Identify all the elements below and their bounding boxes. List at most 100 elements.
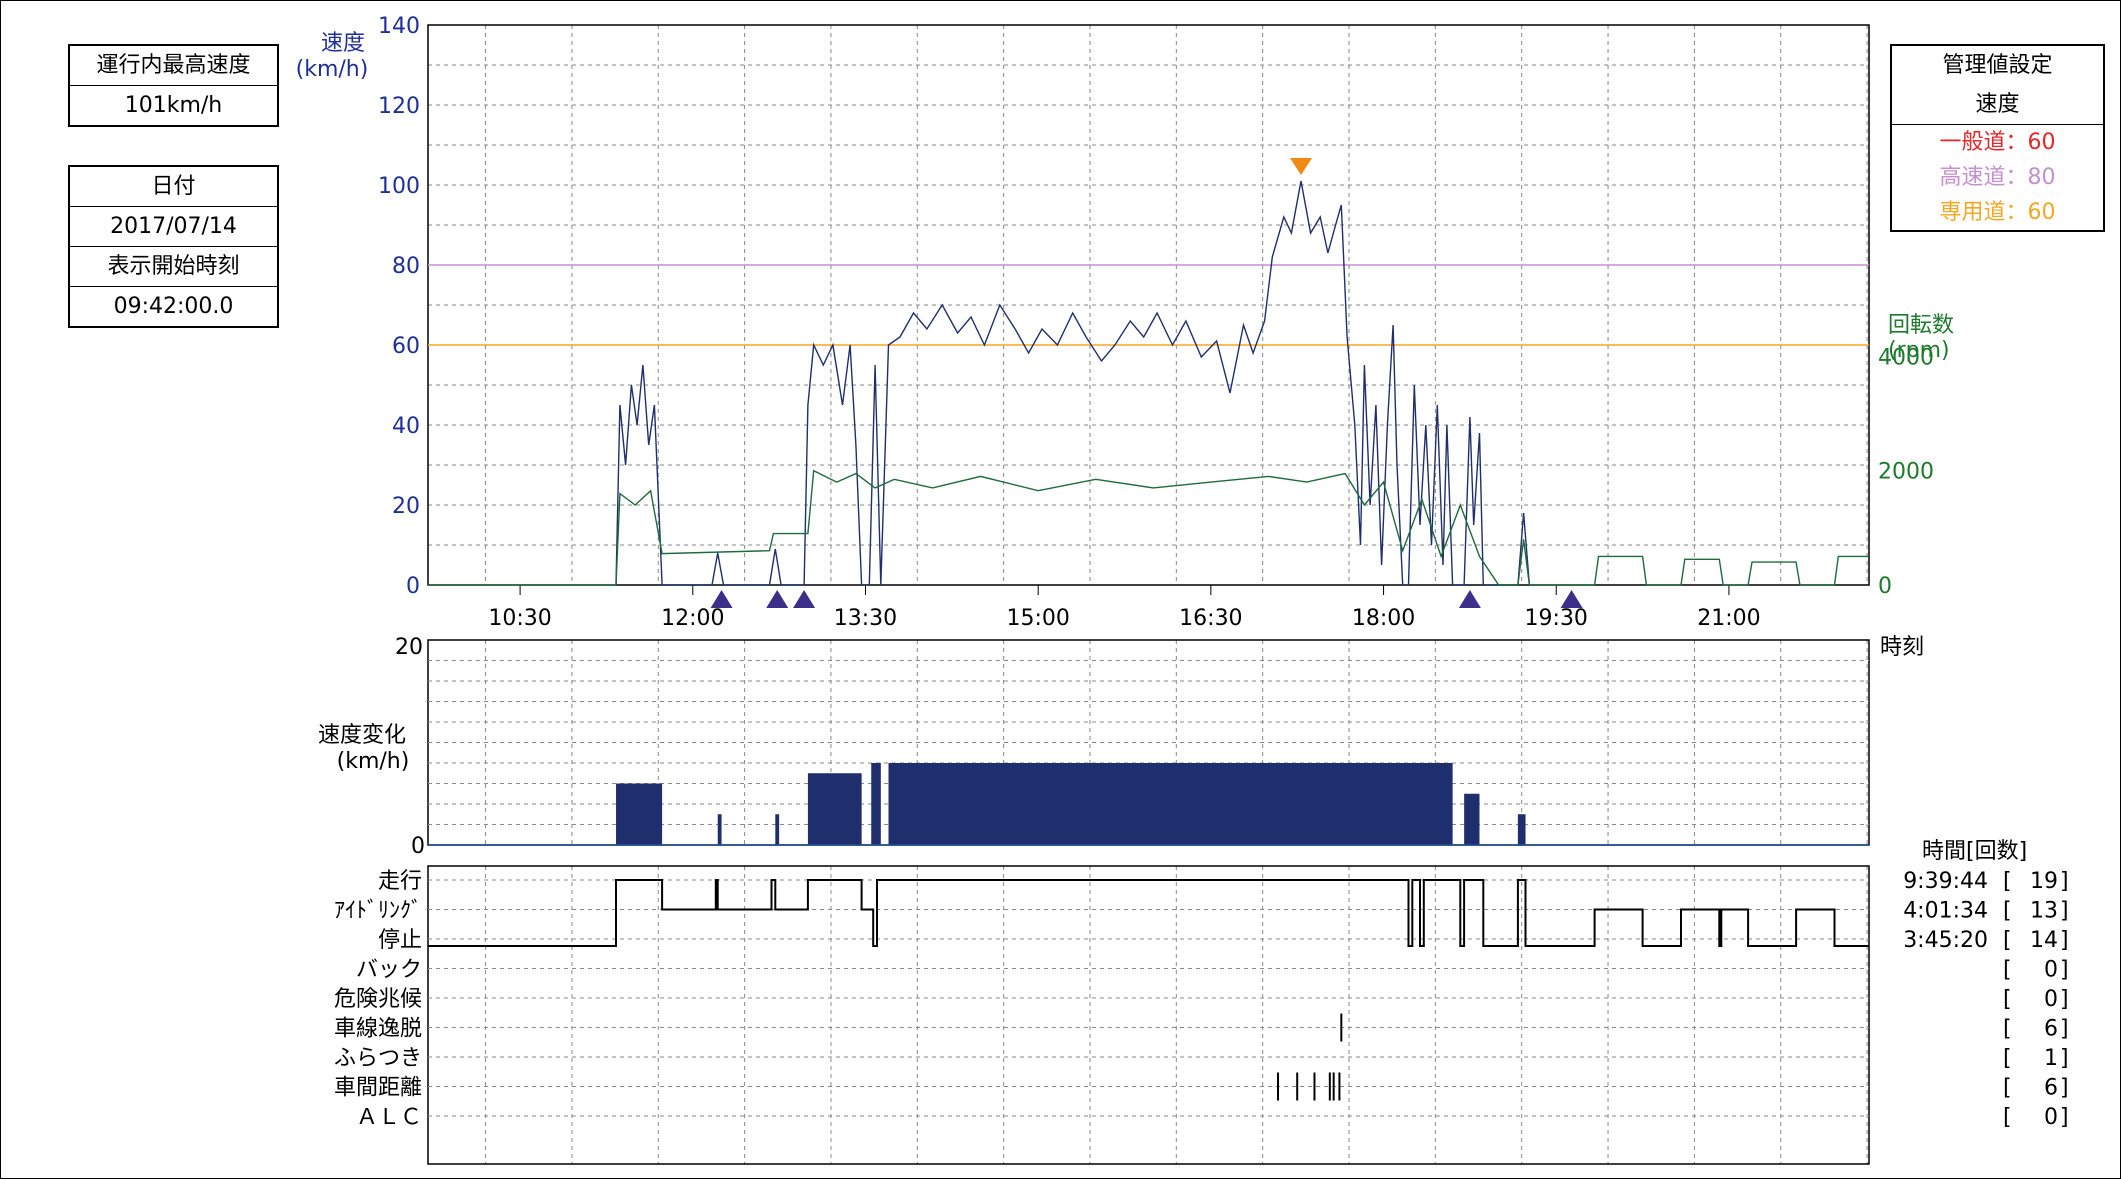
- date-value: 2017/07/14: [70, 206, 277, 246]
- start-time-label: 表示開始時刻: [70, 246, 277, 286]
- status-row-label: ふらつき: [334, 1046, 422, 1071]
- status-bracket-close: ]: [2060, 1076, 2069, 1101]
- x-axis-label: 時刻: [1880, 635, 1924, 660]
- idle-marker: [1560, 590, 1583, 608]
- status-bracket-close: ]: [2060, 869, 2069, 894]
- max-speed-value: 101km/h: [70, 85, 277, 125]
- speed-panel-border: [427, 24, 1870, 586]
- status-count: 6: [2044, 1017, 2058, 1042]
- status-bracket-close: ]: [2060, 899, 2069, 924]
- status-bracket-open: [: [2003, 987, 2012, 1012]
- idle-marker: [710, 590, 733, 608]
- speed-change-bar: [871, 763, 881, 845]
- status-count: 13: [2030, 899, 2058, 924]
- status-bracket-open: [: [2003, 1105, 2012, 1130]
- speed-tick-label: 60: [392, 334, 420, 359]
- status-bracket-open: [: [2003, 928, 2012, 953]
- speed-change-zero-label: 0: [411, 834, 425, 859]
- status-time: 3:45:20: [1903, 928, 1988, 953]
- status-bracket-close: ]: [2060, 1046, 2069, 1071]
- speed-change-bar: [1517, 814, 1526, 845]
- settings-express-road: 専用道：60: [1939, 200, 2056, 225]
- date-box: 日付 2017/07/14 表示開始時刻 09:42:00.0: [68, 165, 279, 328]
- speed-change-unit: (km/h): [337, 749, 410, 774]
- max-speed-label: 運行内最高速度: [96, 53, 251, 78]
- status-bracket-open: [: [2003, 1017, 2012, 1042]
- status-time: 4:01:34: [1903, 899, 1988, 924]
- status-panel-border: [427, 865, 1870, 1165]
- status-row-label: ＡＬＣ: [356, 1105, 422, 1130]
- speed-change-bar: [888, 763, 1453, 845]
- status-header: 時間[回数]: [1922, 839, 2027, 864]
- rpm-tick-label: 2000: [1878, 460, 1934, 485]
- rpm-tick-label: 0: [1878, 574, 1892, 599]
- status-row-label: バック: [356, 958, 422, 983]
- speed-tick-label: 100: [378, 174, 420, 199]
- speed-tick-label: 20: [392, 494, 420, 519]
- status-bracket-close: ]: [2060, 1017, 2069, 1042]
- speed-change-bar: [775, 814, 780, 845]
- idle-marker: [766, 590, 789, 608]
- status-count: 6: [2044, 1076, 2058, 1101]
- status-bracket-close: ]: [2060, 987, 2069, 1012]
- status-count: 0: [2044, 987, 2058, 1012]
- speed-axis-label: 速度: [321, 31, 365, 56]
- rpm-axis-label: 回転数: [1888, 313, 1954, 338]
- status-row-label: ｱｲﾄﾞﾘﾝｸﾞ: [334, 899, 422, 924]
- x-tick-label: 15:00: [1006, 606, 1069, 631]
- idle-marker: [793, 590, 816, 608]
- status-count: 19: [2030, 869, 2058, 894]
- status-time: 9:39:44: [1903, 869, 1988, 894]
- speed-tick-label: 80: [392, 254, 420, 279]
- speed-tick-label: 40: [392, 414, 420, 439]
- status-count: 0: [2044, 958, 2058, 983]
- x-tick-label: 12:00: [661, 606, 724, 631]
- settings-general-road: 一般道：60: [1892, 124, 2103, 160]
- status-bracket-open: [: [2003, 899, 2012, 924]
- speed-series-line: [615, 180, 1531, 586]
- speed-change-max-label: 20: [395, 635, 423, 660]
- status-bracket-open: [: [2003, 958, 2012, 983]
- rpm-series-line: [428, 469, 1869, 586]
- settings-box: 管理値設定 速度 一般道：60 高速道：80 専用道：60: [1890, 44, 2105, 232]
- status-bracket-open: [: [2003, 869, 2012, 894]
- rpm-tick-label: 4000: [1878, 345, 1934, 370]
- speed-change-label: 速度変化: [318, 723, 406, 748]
- speed-change-bar: [717, 814, 722, 845]
- status-count: 1: [2044, 1046, 2058, 1071]
- status-row-label: 車線逸脱: [334, 1017, 422, 1042]
- x-tick-label: 21:00: [1697, 606, 1760, 631]
- max-speed-marker: [1290, 158, 1313, 175]
- status-bracket-close: ]: [2060, 928, 2069, 953]
- x-tick-label: 19:30: [1525, 606, 1588, 631]
- status-count: 0: [2044, 1105, 2058, 1130]
- drive-state-timeline: [428, 879, 1869, 947]
- status-bracket-open: [: [2003, 1046, 2012, 1071]
- status-row-label: 車間距離: [334, 1076, 422, 1101]
- status-bracket-open: [: [2003, 1076, 2012, 1101]
- status-count: 14: [2030, 928, 2058, 953]
- date-label: 日付: [151, 174, 196, 199]
- x-tick-label: 18:00: [1352, 606, 1415, 631]
- speed-change-bar: [616, 783, 663, 845]
- start-time-value: 09:42:00.0: [70, 286, 277, 326]
- status-bracket-close: ]: [2060, 1105, 2069, 1130]
- settings-title: 管理値設定: [1942, 53, 2053, 78]
- speed-change-bar: [1464, 793, 1480, 845]
- speed-change-bar: [807, 773, 862, 845]
- speed-tick-label: 120: [378, 94, 420, 119]
- status-row-label: 危険兆候: [334, 987, 422, 1012]
- speed-axis-unit: (km/h): [296, 57, 369, 82]
- speed-tick-label: 0: [406, 574, 420, 599]
- idle-marker: [1458, 590, 1481, 608]
- rpm-axis-unit: (rpm): [1888, 338, 1950, 363]
- settings-subtitle: 速度: [1975, 92, 2020, 117]
- settings-highway: 高速道：80: [1939, 165, 2056, 190]
- max-speed-box: 運行内最高速度 101km/h: [68, 44, 279, 127]
- x-tick-label: 10:30: [488, 606, 551, 631]
- speed-tick-label: 140: [378, 14, 420, 39]
- x-tick-label: 13:30: [834, 606, 897, 631]
- status-row-label: 走行: [378, 869, 422, 894]
- status-bracket-close: ]: [2060, 958, 2069, 983]
